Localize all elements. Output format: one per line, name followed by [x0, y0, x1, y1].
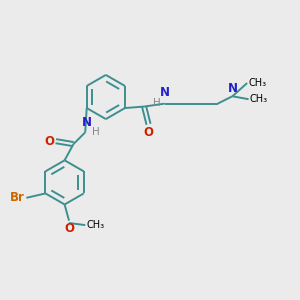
- Text: CH₃: CH₃: [86, 220, 104, 230]
- Text: CH₃: CH₃: [250, 94, 268, 104]
- Text: N: N: [228, 82, 238, 95]
- Text: O: O: [44, 135, 54, 148]
- Text: N: N: [160, 86, 170, 99]
- Text: CH₃: CH₃: [248, 78, 266, 88]
- Text: Br: Br: [10, 191, 25, 204]
- Text: O: O: [64, 222, 74, 235]
- Text: H: H: [153, 98, 161, 108]
- Text: N: N: [81, 116, 92, 129]
- Text: H: H: [92, 127, 100, 137]
- Text: O: O: [143, 126, 154, 139]
